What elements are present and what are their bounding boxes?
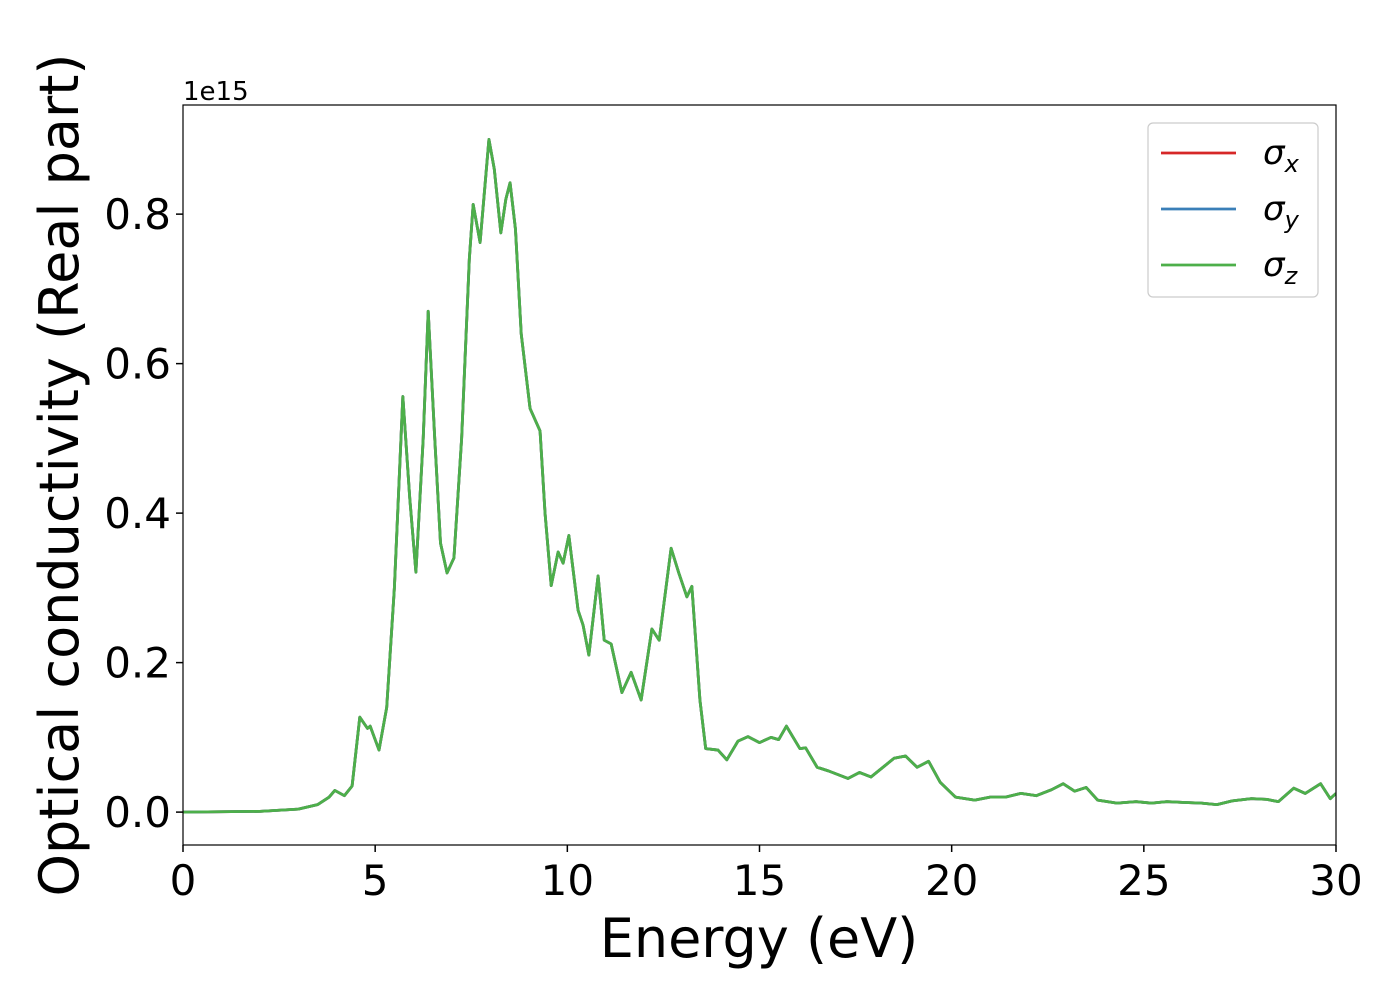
x-tick-label: 20: [925, 856, 978, 905]
plot-frame: [182, 104, 1337, 846]
y-tick-label: 0.4: [104, 489, 171, 538]
x-tick-label: 10: [541, 856, 594, 905]
x-tick-label: 25: [1117, 856, 1170, 905]
offset-label: 1e15: [183, 77, 249, 107]
x-axis-label: Energy (eV): [600, 907, 919, 970]
series-line: [183, 137, 1336, 814]
y-axis-label: Optical conductivity (Real part): [28, 54, 91, 897]
x-tick-label: 15: [733, 856, 786, 905]
y-tick-label: 0.8: [104, 190, 171, 239]
legend-label: σx: [1263, 133, 1300, 178]
x-tick-label: 5: [362, 856, 389, 905]
y-tick-label: 0.0: [104, 788, 171, 837]
x-tick-label: 30: [1309, 856, 1362, 905]
x-tick-label: 0: [170, 856, 197, 905]
y-tick-label: 0.6: [104, 340, 171, 389]
y-tick-label: 0.2: [104, 639, 171, 688]
legend-label: σy: [1263, 189, 1300, 234]
